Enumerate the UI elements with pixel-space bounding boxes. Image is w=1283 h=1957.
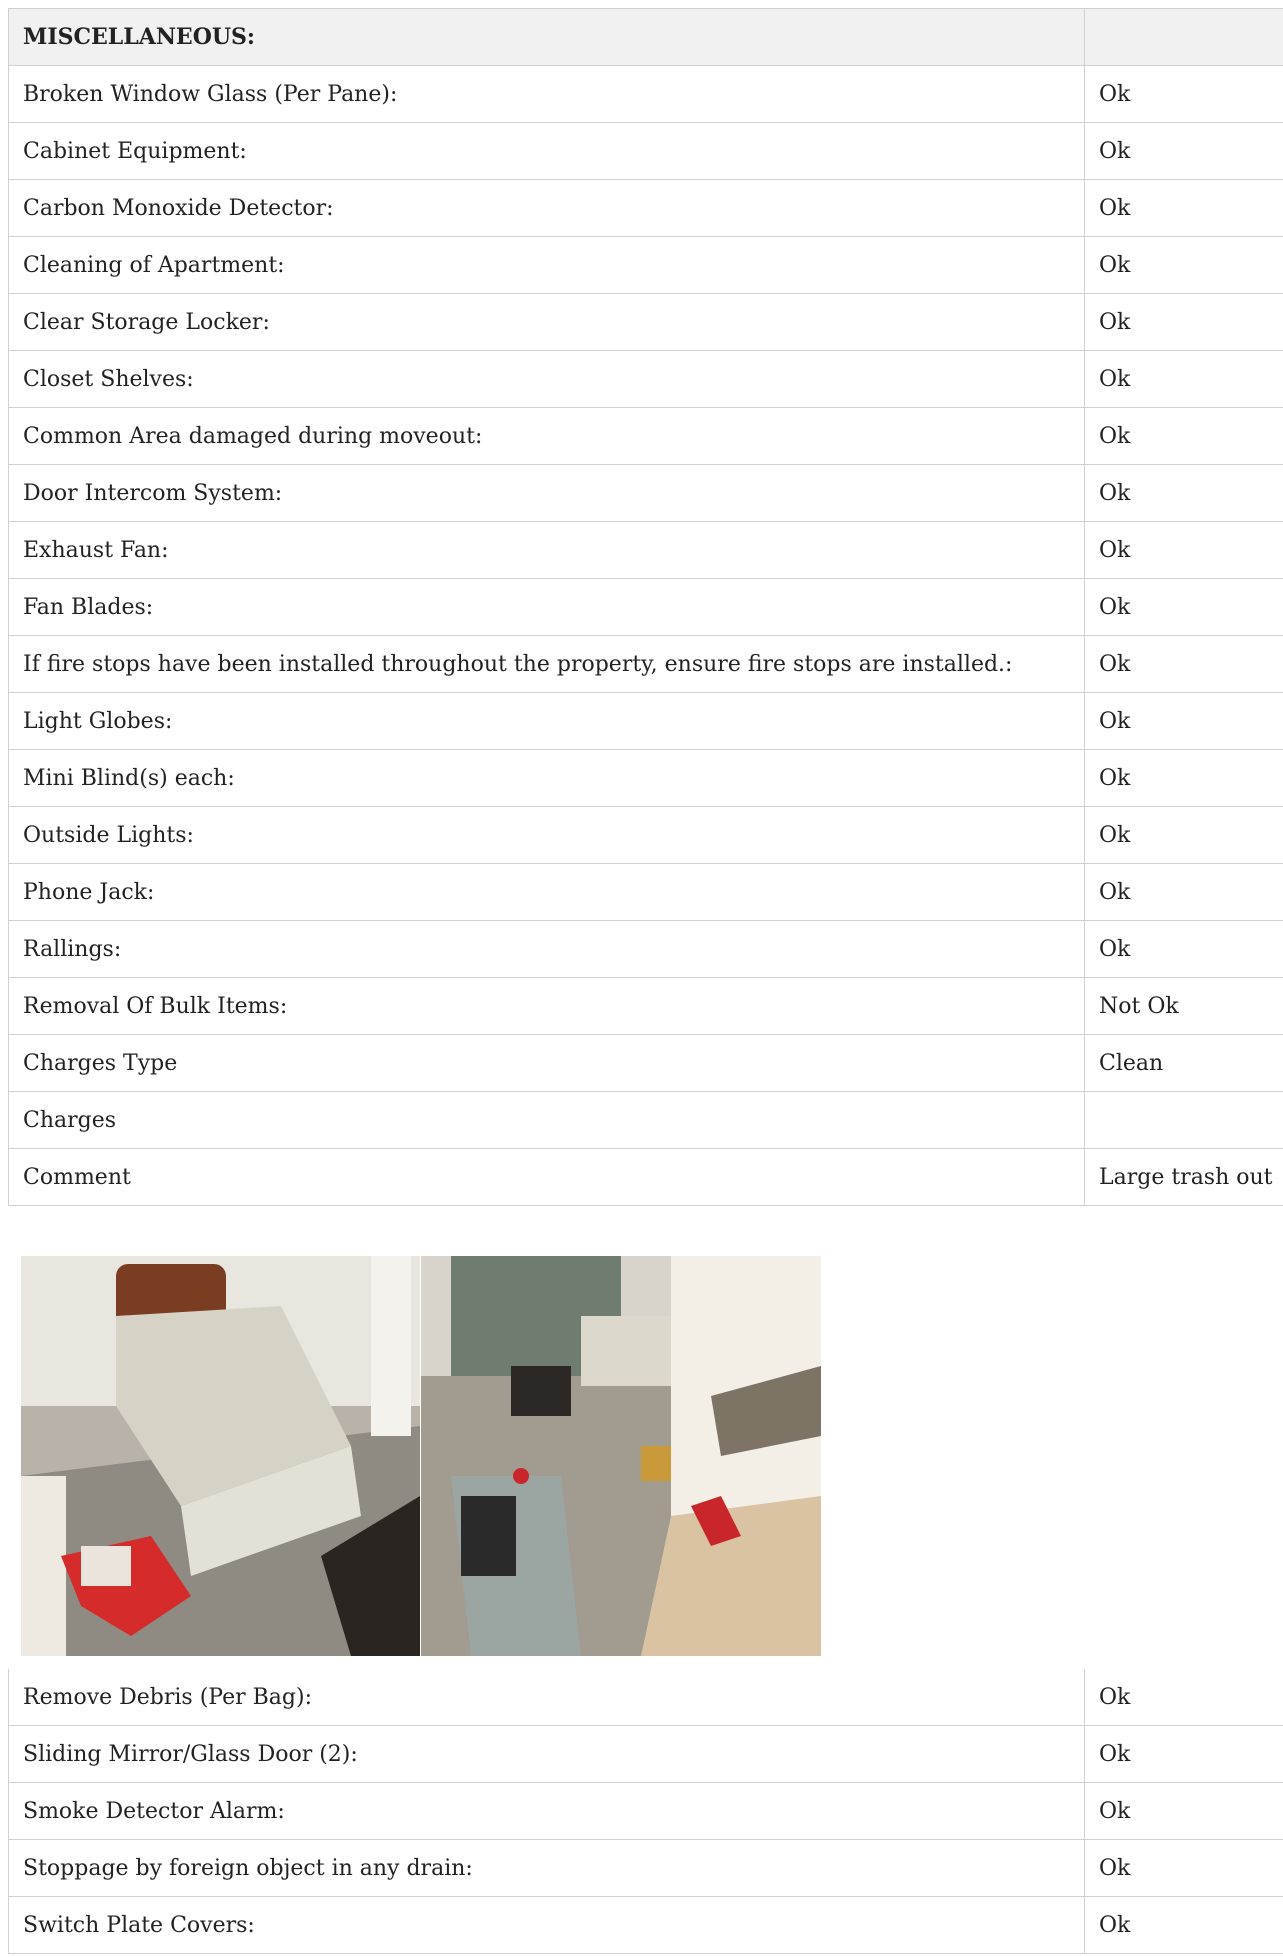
row: Charges xyxy=(8,1091,1283,1149)
photo xyxy=(421,1256,821,1656)
inspection-table: MISCELLANEOUS: Broken Window Glass (Per P… xyxy=(8,8,1283,1206)
item-label: Sliding Mirror/Glass Door (2): xyxy=(8,1725,1085,1783)
row: Door Intercom System: Ok xyxy=(8,464,1283,522)
item-label: Charges Type xyxy=(8,1034,1085,1092)
row: Clear Storage Locker: Ok xyxy=(8,293,1283,351)
item-status: Ok xyxy=(1084,863,1283,921)
row: Charges Type Clean xyxy=(8,1034,1283,1092)
item-label: Removal Of Bulk Items: xyxy=(8,977,1085,1035)
item-label: Door Intercom System: xyxy=(8,464,1085,522)
item-status: Ok xyxy=(1084,692,1283,750)
item-label: Exhaust Fan: xyxy=(8,521,1085,579)
item-label: Light Globes: xyxy=(8,692,1085,750)
row: Comment Large trash out xyxy=(8,1148,1283,1206)
item-status: Ok xyxy=(1084,407,1283,465)
item-status: Ok xyxy=(1084,350,1283,408)
row: Closet Shelves: Ok xyxy=(8,350,1283,408)
item-label: If fire stops have been installed throug… xyxy=(8,635,1085,693)
item-label: Common Area damaged during moveout: xyxy=(8,407,1085,465)
item-status: Not Ok xyxy=(1084,977,1283,1035)
item-label: Stoppage by foreign object in any drain: xyxy=(8,1839,1085,1897)
item-label: Cleaning of Apartment: xyxy=(8,236,1085,294)
photo xyxy=(21,1256,420,1656)
item-label: Closet Shelves: xyxy=(8,350,1085,408)
item-status: Clean xyxy=(1084,1034,1283,1092)
item-status: Ok xyxy=(1084,122,1283,180)
row: Mini Blind(s) each: Ok xyxy=(8,749,1283,807)
row: Exhaust Fan: Ok xyxy=(8,521,1283,579)
row: Sliding Mirror/Glass Door (2): Ok xyxy=(8,1725,1283,1783)
item-status: Ok xyxy=(1084,464,1283,522)
item-status: Ok xyxy=(1084,1782,1283,1840)
item-status: Ok xyxy=(1084,236,1283,294)
item-label: Smoke Detector Alarm: xyxy=(8,1782,1085,1840)
row: Cleaning of Apartment: Ok xyxy=(8,236,1283,294)
item-status: Ok xyxy=(1084,578,1283,636)
row: Removal Of Bulk Items: Not Ok xyxy=(8,977,1283,1035)
row: Common Area damaged during moveout: Ok xyxy=(8,407,1283,465)
item-status: Ok xyxy=(1084,806,1283,864)
row: Fan Blades: Ok xyxy=(8,578,1283,636)
item-label: Mini Blind(s) each: xyxy=(8,749,1085,807)
row: Stoppage by foreign object in any drain:… xyxy=(8,1839,1283,1897)
item-label: Switch Plate Covers: xyxy=(8,1896,1085,1954)
item-label: Broken Window Glass (Per Pane): xyxy=(8,65,1085,123)
item-label: Phone Jack: xyxy=(8,863,1085,921)
item-status: Ok xyxy=(1084,521,1283,579)
item-status: Large trash out xyxy=(1084,1148,1283,1206)
item-status: Ok xyxy=(1084,749,1283,807)
item-status: Ok xyxy=(1084,920,1283,978)
row: Remove Debris (Per Bag): Ok xyxy=(8,1669,1283,1726)
row: Switch Plate Covers: Ok xyxy=(8,1896,1283,1954)
item-status xyxy=(1084,1091,1283,1149)
item-status: Ok xyxy=(1084,1896,1283,1954)
row: Cabinet Equipment: Ok xyxy=(8,122,1283,180)
row: Phone Jack: Ok xyxy=(8,863,1283,921)
item-status: Ok xyxy=(1084,1669,1283,1726)
photos xyxy=(21,1256,821,1656)
item-label: Carbon Monoxide Detector: xyxy=(8,179,1085,237)
row: Smoke Detector Alarm: Ok xyxy=(8,1782,1283,1840)
row: Carbon Monoxide Detector: Ok xyxy=(8,179,1283,237)
item-label: Cabinet Equipment: xyxy=(8,122,1085,180)
inspection-table: Remove Debris (Per Bag): Ok Sliding Mirror… xyxy=(8,1669,1283,1954)
item-status: Ok xyxy=(1084,293,1283,351)
row: Outside Lights: Ok xyxy=(8,806,1283,864)
item-label: Outside Lights: xyxy=(8,806,1085,864)
row: Light Globes: Ok xyxy=(8,692,1283,750)
item-status: Ok xyxy=(1084,65,1283,123)
header-row: MISCELLANEOUS: xyxy=(8,8,1283,66)
item-label: Remove Debris (Per Bag): xyxy=(8,1669,1085,1726)
item-label: Charges xyxy=(8,1091,1085,1149)
item-status: Ok xyxy=(1084,1839,1283,1897)
item-label: Comment xyxy=(8,1148,1085,1206)
row: Broken Window Glass (Per Pane): Ok xyxy=(8,65,1283,123)
header-cell: MISCELLANEOUS: xyxy=(8,8,1085,66)
item-status: Ok xyxy=(1084,179,1283,237)
item-label: Rallings: xyxy=(8,920,1085,978)
row: Rallings: Ok xyxy=(8,920,1283,978)
item-status: Ok xyxy=(1084,1725,1283,1783)
item-label: Fan Blades: xyxy=(8,578,1085,636)
item-label: Clear Storage Locker: xyxy=(8,293,1085,351)
row: If fire stops have been installed throug… xyxy=(8,635,1283,693)
header-cell xyxy=(1084,8,1283,66)
item-status: Ok xyxy=(1084,635,1283,693)
